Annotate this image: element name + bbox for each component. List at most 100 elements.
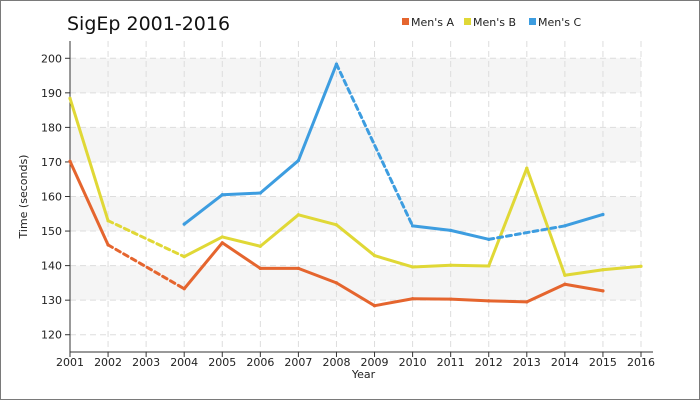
x-tick-label: 2004	[170, 356, 198, 369]
data-point[interactable]	[411, 224, 415, 228]
series-line-segment	[411, 224, 453, 232]
y-tick-label: 120	[41, 329, 62, 342]
data-point[interactable]	[449, 297, 453, 301]
x-tick-label: 2003	[132, 356, 160, 369]
data-point[interactable]	[296, 213, 300, 217]
series-line-segment	[296, 62, 338, 163]
series-line-segment	[487, 166, 529, 268]
data-point[interactable]	[258, 191, 262, 195]
series-2	[68, 96, 643, 277]
series-line-segment	[411, 263, 453, 269]
series-line-segment	[563, 212, 605, 228]
series-line-segment	[334, 281, 377, 308]
data-point[interactable]	[182, 287, 186, 291]
data-point[interactable]	[182, 222, 186, 226]
data-point[interactable]	[220, 241, 224, 245]
data-point[interactable]	[258, 266, 262, 270]
data-point[interactable]	[639, 264, 643, 268]
data-point[interactable]	[411, 297, 415, 301]
series-line-segment	[296, 266, 338, 285]
x-tick-label: 2015	[589, 356, 617, 369]
legend-item[interactable]: Men's C	[529, 16, 581, 29]
data-point[interactable]	[258, 244, 262, 248]
data-point[interactable]	[563, 282, 567, 286]
y-tick-label: 150	[41, 225, 62, 238]
data-point[interactable]	[601, 268, 605, 272]
legend-swatch	[529, 18, 536, 25]
data-point[interactable]	[68, 96, 72, 100]
data-point[interactable]	[334, 223, 339, 227]
data-point[interactable]	[487, 299, 491, 303]
series-line-segment	[601, 264, 643, 272]
series-line-segment	[220, 241, 262, 270]
y-tick-label: 180	[41, 121, 62, 134]
plot-bands	[70, 58, 641, 301]
x-tick-label: 2006	[246, 356, 274, 369]
plot-band	[70, 196, 641, 232]
data-point[interactable]	[334, 62, 339, 66]
data-point[interactable]	[487, 237, 491, 241]
legend-item[interactable]: Men's A	[402, 16, 454, 29]
data-point[interactable]	[601, 289, 605, 293]
data-point[interactable]	[334, 281, 339, 285]
x-axis-title: Year	[351, 368, 376, 381]
x-tick-label: 2014	[551, 356, 579, 369]
data-point[interactable]	[563, 273, 567, 277]
data-point[interactable]	[449, 228, 453, 232]
x-tick-label: 2013	[513, 356, 541, 369]
legend-label: Men's A	[411, 16, 454, 29]
x-tick-label: 2001	[56, 356, 84, 369]
series-line-segment	[68, 96, 110, 223]
data-point[interactable]	[220, 193, 224, 197]
series-line-segment	[220, 235, 262, 248]
x-tick-label: 2002	[94, 356, 122, 369]
series-line-segment	[449, 297, 491, 303]
y-tick-label: 140	[41, 260, 62, 273]
series-line-segment	[373, 297, 415, 308]
series-line-segment	[487, 299, 529, 304]
series-line-segment	[563, 268, 605, 277]
data-point[interactable]	[449, 263, 453, 267]
series-line-segment	[449, 263, 491, 268]
data-point[interactable]	[220, 235, 224, 239]
data-point[interactable]	[372, 253, 377, 258]
data-point[interactable]	[296, 266, 300, 270]
legend: Men's A Men's B Men's C	[402, 16, 581, 29]
data-point[interactable]	[182, 255, 186, 259]
data-point[interactable]	[525, 300, 529, 304]
series-line-segment	[563, 282, 605, 293]
data-point[interactable]	[106, 243, 110, 247]
series-line-segment	[182, 193, 224, 226]
data-point[interactable]	[411, 265, 415, 269]
x-tick-label: 2016	[627, 356, 655, 369]
series-line-segment	[449, 228, 491, 241]
data-point[interactable]	[563, 224, 567, 228]
legend-swatch	[464, 18, 471, 25]
series-line-segment	[373, 254, 415, 269]
series-gap-segment	[106, 243, 186, 291]
series-line-segment	[182, 241, 224, 291]
series-gap-segment	[334, 62, 415, 228]
series-line-segment	[334, 223, 377, 258]
legend-item[interactable]: Men's B	[464, 16, 516, 29]
data-point[interactable]	[68, 159, 72, 163]
data-point[interactable]	[487, 264, 491, 268]
legend-label: Men's C	[538, 16, 581, 29]
series-line-segment	[258, 213, 300, 248]
data-point[interactable]	[296, 158, 300, 163]
series-3	[182, 62, 605, 241]
x-tick-label: 2012	[475, 356, 503, 369]
legend-swatch	[402, 18, 409, 25]
y-tick-label: 130	[41, 294, 62, 307]
data-point[interactable]	[372, 304, 377, 308]
series-line-segment	[68, 159, 110, 247]
data-point[interactable]	[601, 212, 605, 217]
data-point[interactable]	[106, 219, 110, 223]
x-tick-label: 2011	[437, 356, 465, 369]
y-tick-label: 200	[41, 52, 62, 65]
legend-label: Men's B	[473, 16, 516, 29]
data-point[interactable]	[525, 166, 529, 170]
y-tick-label: 190	[41, 87, 62, 100]
